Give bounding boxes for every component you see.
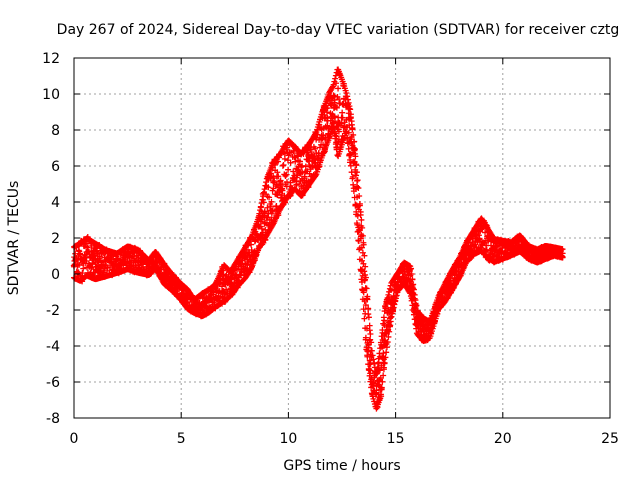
y-tick-label: -2 xyxy=(46,303,60,319)
chart-title: Day 267 of 2024, Sidereal Day-to-day VTE… xyxy=(57,22,620,38)
y-tick-label: 6 xyxy=(51,159,60,175)
data-point xyxy=(332,75,339,82)
data-point xyxy=(361,315,368,322)
y-tick-label: -6 xyxy=(46,375,60,391)
y-tick-label: 2 xyxy=(51,231,60,247)
data-point xyxy=(380,314,387,321)
y-tick-label: 12 xyxy=(42,51,60,67)
data-point xyxy=(79,270,86,277)
x-axis-label: GPS time / hours xyxy=(283,458,400,474)
data-point xyxy=(335,85,342,92)
data-point xyxy=(80,265,87,272)
x-tick-label: 10 xyxy=(279,431,297,447)
data-point xyxy=(365,311,372,318)
data-point xyxy=(339,109,346,116)
data-point xyxy=(383,349,390,356)
x-tick-label: 15 xyxy=(387,431,405,447)
x-tick-label: 5 xyxy=(177,431,186,447)
data-point xyxy=(94,258,101,265)
data-point xyxy=(365,314,372,321)
y-tick-label: 4 xyxy=(51,195,60,211)
data-point xyxy=(88,264,95,271)
y-axis-label: SDTVAR / TECUs xyxy=(6,181,22,296)
x-tick-label: 25 xyxy=(601,431,619,447)
x-tick-label: 0 xyxy=(70,431,79,447)
data-point xyxy=(223,286,230,293)
y-tick-label: 8 xyxy=(51,123,60,139)
data-points xyxy=(70,66,566,412)
data-point xyxy=(280,161,287,168)
data-point xyxy=(358,216,365,223)
y-tick-label: 10 xyxy=(42,87,60,103)
y-tick-label: -8 xyxy=(46,411,60,427)
x-tick-label: 20 xyxy=(494,431,512,447)
data-point xyxy=(367,331,374,338)
y-tick-label: 0 xyxy=(51,267,60,283)
y-tick-label: -4 xyxy=(46,339,60,355)
